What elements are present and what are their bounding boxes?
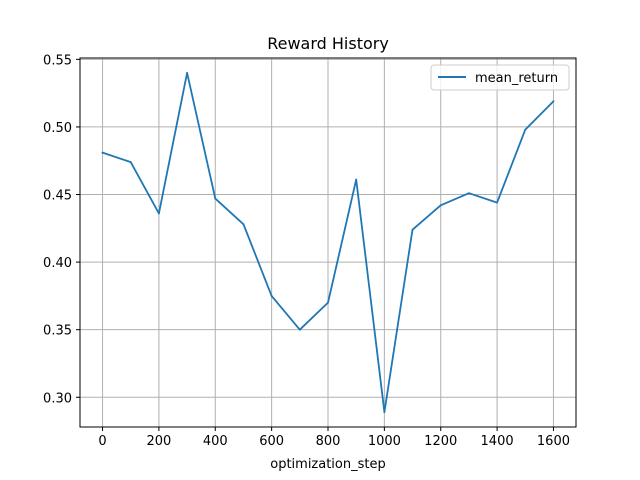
y-tick-label: 0.40 bbox=[43, 256, 72, 271]
data-point bbox=[129, 161, 132, 163]
x-axis-ticks: 0 200 400 600 800 1000 1200 1400 1600 bbox=[98, 427, 570, 449]
data-point bbox=[186, 71, 188, 74]
plot-area-frame bbox=[79, 57, 577, 428]
y-tick-label: 0.35 bbox=[43, 324, 72, 339]
data-point bbox=[214, 197, 217, 200]
x-tick-label: 400 bbox=[203, 434, 228, 449]
y-tick-label: 0.55 bbox=[43, 53, 72, 68]
data-point bbox=[552, 100, 555, 103]
y-axis-ticks: 0.30 0.35 0.40 0.45 0.50 0.55 bbox=[43, 53, 80, 406]
data-point bbox=[468, 192, 470, 195]
y-tick-label: 0.50 bbox=[43, 121, 72, 136]
y-tick-label: 0.45 bbox=[43, 189, 72, 204]
data-point bbox=[383, 411, 386, 414]
chart-title: Reward History bbox=[267, 34, 389, 53]
legend: mean_return bbox=[430, 64, 570, 91]
y-tick-label: 0.30 bbox=[43, 391, 72, 406]
x-tick-label: 200 bbox=[146, 434, 171, 449]
data-point bbox=[270, 294, 273, 297]
x-tick-label: 600 bbox=[259, 434, 284, 449]
data-point bbox=[496, 201, 498, 204]
data-point bbox=[158, 212, 160, 215]
grid bbox=[80, 58, 576, 427]
data-point bbox=[355, 178, 358, 181]
legend-label-mean-return: mean_return bbox=[475, 71, 558, 86]
x-axis-label: optimization_step bbox=[270, 457, 386, 472]
data-point bbox=[327, 301, 329, 304]
x-tick-label: 1600 bbox=[537, 434, 570, 449]
data-point bbox=[101, 151, 104, 154]
data-point bbox=[298, 328, 301, 331]
data-point bbox=[439, 204, 442, 207]
x-tick-label: 1000 bbox=[368, 434, 401, 449]
data-point bbox=[524, 128, 527, 131]
x-tick-label: 0 bbox=[98, 434, 106, 449]
x-tick-label: 1400 bbox=[481, 434, 514, 449]
data-point bbox=[242, 223, 245, 226]
x-tick-label: 800 bbox=[316, 434, 341, 449]
data-point bbox=[411, 228, 414, 231]
legend-box bbox=[430, 64, 570, 91]
x-tick-label: 1200 bbox=[424, 434, 457, 449]
plot-series bbox=[101, 71, 555, 414]
